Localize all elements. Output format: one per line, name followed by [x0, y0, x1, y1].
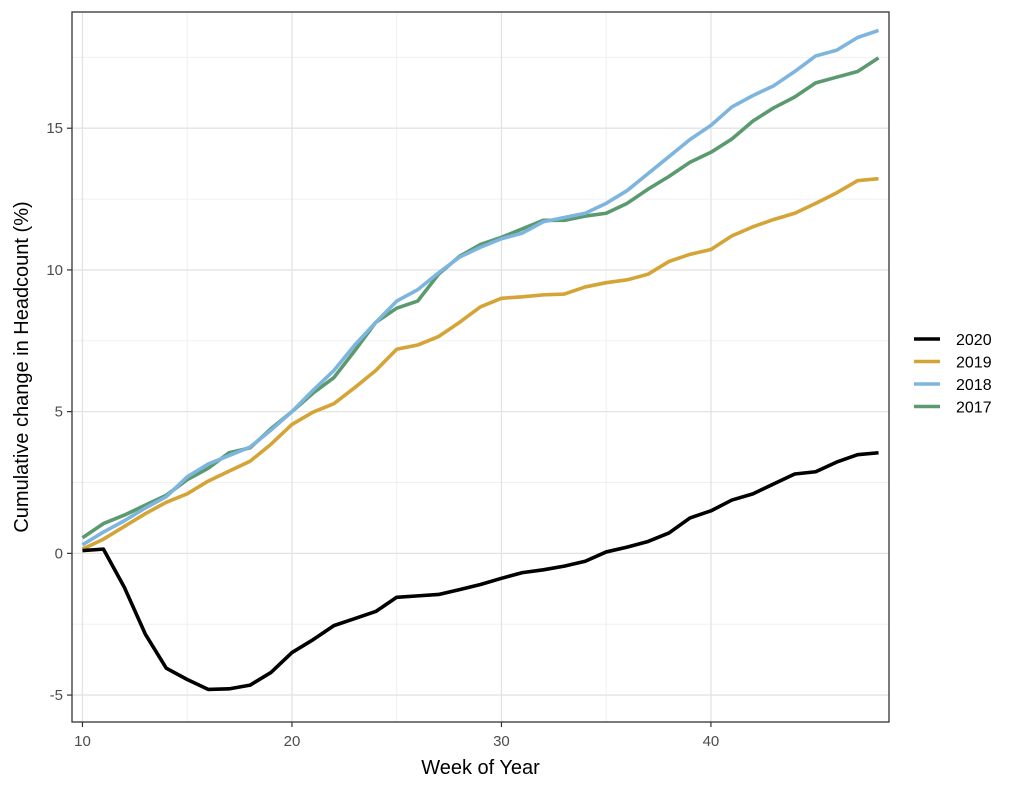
y-tick-label: 10 [46, 262, 63, 279]
y-tick-label: 15 [46, 120, 63, 137]
series-line-2017 [81, 56, 880, 540]
legend: 2020 2019 2018 2017 [914, 332, 992, 417]
series-line-2018 [81, 28, 880, 547]
series-lines [81, 28, 880, 692]
plot-panel-border [71, 11, 890, 723]
y-axis-title: Cumulative change in Headcount (%) [11, 201, 33, 532]
series-line-2020 [82, 450, 879, 692]
legend-label-2017: 2017 [956, 400, 992, 417]
y-tick-label: 0 [55, 545, 63, 562]
series-line-2019 [81, 176, 879, 551]
axis-ticks: 10 20 30 40 -5 0 5 10 15 [46, 120, 719, 750]
legend-label-2019: 2019 [956, 355, 992, 372]
x-tick-label: 30 [493, 733, 510, 750]
x-tick-label: 20 [284, 733, 301, 750]
x-axis-title: Week of Year [421, 757, 540, 779]
x-tick-label: 10 [74, 733, 91, 750]
y-tick-label: -5 [50, 687, 63, 704]
gridlines [72, 12, 889, 722]
y-tick-label: 5 [55, 404, 63, 421]
legend-label-2018: 2018 [956, 377, 992, 394]
legend-label-2020: 2020 [956, 332, 992, 349]
x-tick-label: 40 [703, 733, 720, 750]
